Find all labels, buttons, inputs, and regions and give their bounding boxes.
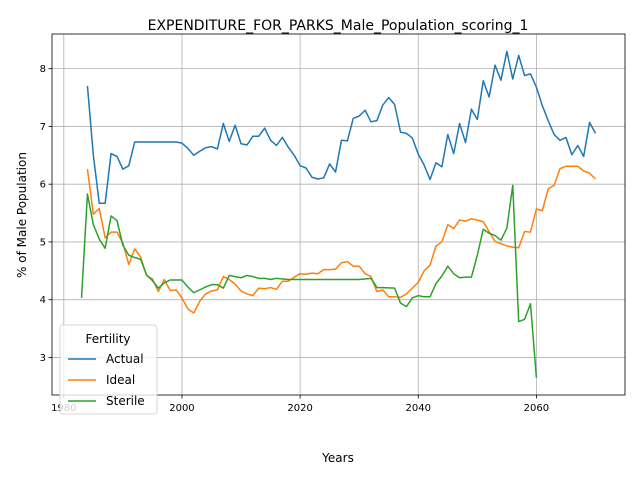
x-tick-label: 2060 (524, 403, 549, 414)
y-tick-label: 5 (40, 237, 46, 248)
x-tick-label: 2000 (169, 403, 194, 414)
y-tick-label: 8 (40, 64, 46, 75)
x-tick-label: 2040 (406, 403, 431, 414)
x-tick-label: 2020 (287, 403, 312, 414)
legend-label-sterile: Sterile (106, 394, 145, 408)
y-tick-label: 3 (40, 353, 46, 364)
legend-label-actual: Actual (106, 352, 144, 366)
x-axis-label: Years (321, 451, 354, 465)
y-axis-label: % of Male Population (15, 152, 29, 278)
legend: Fertility Actual Ideal Sterile (60, 325, 157, 414)
y-tick-label: 7 (40, 122, 46, 133)
legend-title: Fertility (85, 332, 130, 346)
legend-label-ideal: Ideal (106, 373, 135, 387)
y-tick-label: 6 (40, 180, 46, 191)
y-tick-label: 4 (40, 295, 46, 306)
chart-title: EXPENDITURE_FOR_PARKS_Male_Population_sc… (148, 18, 529, 34)
